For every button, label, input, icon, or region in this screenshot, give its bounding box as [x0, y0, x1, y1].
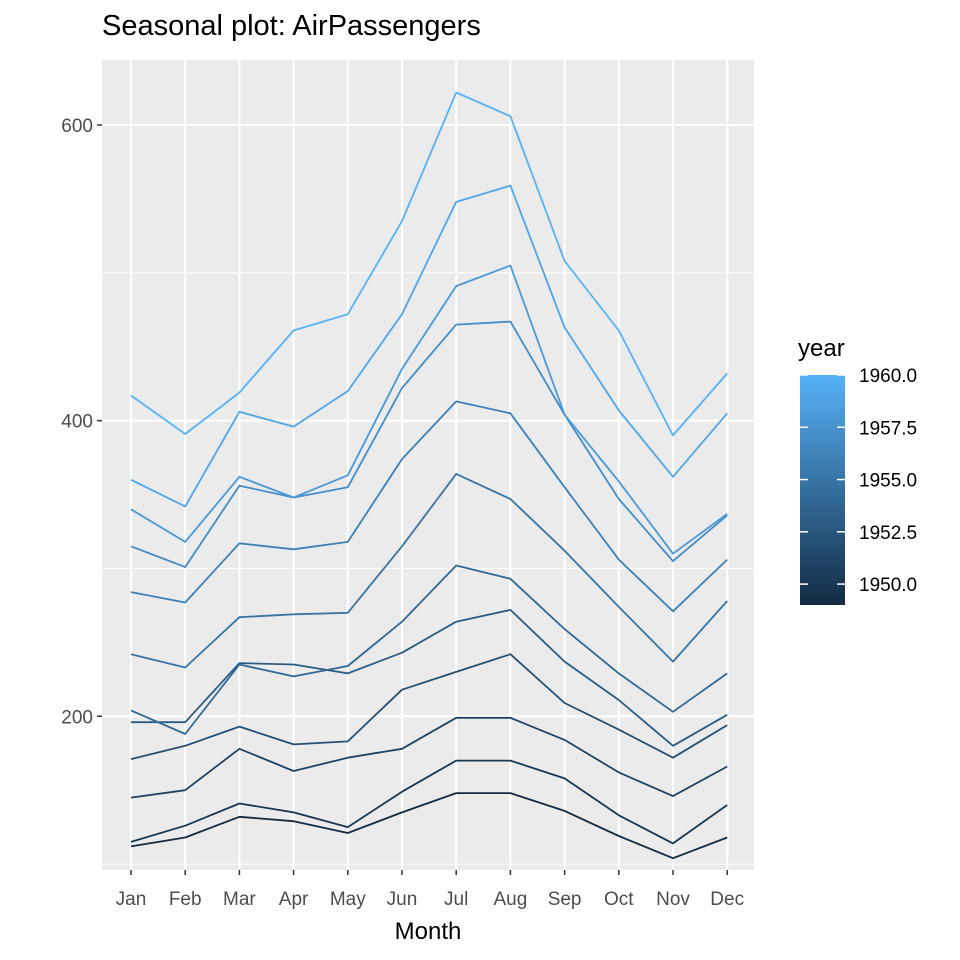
x-tick-label: May: [330, 889, 366, 910]
x-tick-label: Sep: [548, 889, 582, 910]
series-line-1959: [130, 184, 728, 508]
series-line-1950: [130, 759, 728, 845]
x-tick-label: Jul: [444, 889, 468, 910]
chart-title: Seasonal plot: AirPassengers: [102, 10, 481, 42]
series-line-1956: [130, 400, 728, 613]
x-axis: Jan Feb Mar Apr May Jun Jul Aug Sep Oct Nov Dec: [116, 870, 744, 910]
legend-label: 1950.0: [859, 575, 917, 596]
x-tick-label: Apr: [279, 889, 309, 910]
x-tick-label: Nov: [656, 889, 690, 910]
y-tick-label: 600: [61, 116, 93, 137]
series-line-1951: [130, 716, 728, 799]
y-axis: 200 400 600: [61, 116, 102, 728]
x-tick-label: Mar: [223, 889, 256, 910]
series-line-1955: [130, 472, 728, 669]
x-tick-label: Jun: [387, 889, 418, 910]
legend-title: year: [798, 335, 845, 362]
series-lines: [130, 91, 728, 860]
series-line-1957: [130, 320, 728, 568]
legend-colorbar: [800, 375, 845, 605]
x-axis-title: Month: [395, 918, 462, 945]
x-tick-label: Aug: [493, 889, 527, 910]
legend-label: 1957.5: [859, 418, 917, 439]
y-tick-label: 400: [61, 412, 93, 433]
series-line-1958: [130, 264, 728, 555]
legend: year 1960.0 1957.5 1955.0 1952.5 1950.0: [798, 335, 917, 605]
x-tick-label: Oct: [604, 889, 634, 910]
series-line-1952: [130, 653, 728, 760]
x-tick-label: Dec: [710, 889, 744, 910]
series-line-1960: [130, 91, 728, 437]
series-line-1953: [131, 609, 728, 747]
legend-label: 1955.0: [859, 471, 917, 492]
series-line-1954: [130, 564, 728, 735]
legend-label: 1952.5: [859, 523, 917, 544]
legend-label: 1960.0: [859, 366, 917, 387]
legend-ticks: 1960.0 1957.5 1955.0 1952.5 1950.0: [800, 366, 917, 596]
x-tick-label: Jan: [116, 889, 147, 910]
minor-gridlines: [102, 272, 754, 865]
major-gridlines: [102, 60, 754, 870]
series-line-1949: [130, 792, 728, 860]
x-tick-label: Feb: [169, 889, 202, 910]
y-tick-label: 200: [61, 707, 93, 728]
plot-panel: [102, 60, 754, 870]
